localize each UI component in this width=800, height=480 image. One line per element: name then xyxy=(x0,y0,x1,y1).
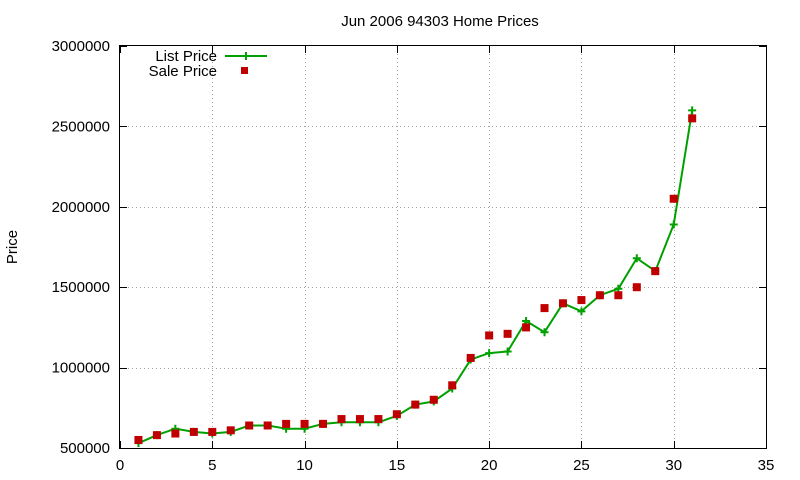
data-point-sale-price xyxy=(300,419,309,428)
y-tick-label: 1500000 xyxy=(52,279,110,296)
data-point-sale-price xyxy=(522,323,531,332)
y-tick-label: 2500000 xyxy=(52,118,110,135)
data-point-sale-price xyxy=(503,329,512,338)
data-point-sale-price xyxy=(614,291,623,300)
data-point-sale-price xyxy=(558,299,567,308)
x-tick-label: 25 xyxy=(573,457,590,474)
x-tick-label: 20 xyxy=(481,457,498,474)
data-point-sale-price xyxy=(319,419,328,428)
y-tick-label: 1000000 xyxy=(52,360,110,377)
data-point-list-price xyxy=(632,254,641,263)
data-point-list-price xyxy=(669,220,678,229)
x-tick-label: 35 xyxy=(758,457,775,474)
legend-label-list-price: List Price xyxy=(155,48,217,65)
data-point-sale-price xyxy=(651,267,660,276)
chart-title: Jun 2006 94303 Home Prices xyxy=(341,13,539,30)
data-point-list-price xyxy=(503,347,512,356)
data-point-sale-price xyxy=(429,395,438,404)
data-point-sale-price xyxy=(245,421,254,430)
data-point-list-price xyxy=(485,349,494,358)
data-point-sale-price xyxy=(152,431,161,440)
y-axis-label: Price xyxy=(4,230,21,264)
data-point-sale-price xyxy=(355,415,364,424)
data-point-sale-price xyxy=(466,353,475,362)
data-point-sale-price xyxy=(392,410,401,419)
x-tick-label: 5 xyxy=(208,457,216,474)
data-point-sale-price xyxy=(171,429,180,438)
x-tick-label: 15 xyxy=(389,457,406,474)
plot-frame xyxy=(119,45,767,449)
data-point-sale-price xyxy=(374,415,383,424)
data-point-sale-price xyxy=(688,114,697,123)
series-list-price xyxy=(134,106,697,448)
y-tick-label: 500000 xyxy=(60,440,110,457)
data-point-list-price xyxy=(540,328,549,337)
data-point-sale-price xyxy=(208,427,217,436)
data-point-sale-price xyxy=(226,426,235,435)
data-point-list-price xyxy=(577,307,586,316)
data-point-sale-price xyxy=(448,381,457,390)
x-tick-label: 10 xyxy=(296,457,313,474)
data-point-sale-price xyxy=(540,304,549,313)
data-point-sale-price xyxy=(595,291,604,300)
data-point-sale-price xyxy=(669,194,678,203)
y-tick-label: 3000000 xyxy=(52,38,110,55)
legend: List Price Sale Price xyxy=(149,48,267,80)
data-point-sale-price xyxy=(337,415,346,424)
axis-ticks: 0 5 10 15 20 25 30 35 500000 1000000 1500000 200000… xyxy=(52,38,775,474)
data-point-sale-price xyxy=(189,427,198,436)
series-line-list-price xyxy=(138,110,694,445)
x-tick-label: 30 xyxy=(665,457,682,474)
data-point-sale-price xyxy=(134,435,143,444)
legend-marker-sale-price xyxy=(241,67,248,74)
y-tick-label: 2000000 xyxy=(52,199,110,216)
data-point-sale-price xyxy=(577,296,586,305)
legend-label-sale-price: Sale Price xyxy=(149,63,217,80)
data-point-sale-price xyxy=(411,400,420,409)
series-layer xyxy=(134,106,697,448)
legend-marker-list-price xyxy=(242,52,250,60)
data-point-sale-price xyxy=(282,419,291,428)
data-point-sale-price xyxy=(485,331,494,340)
grid xyxy=(120,46,766,448)
data-point-sale-price xyxy=(263,421,272,430)
data-point-list-price xyxy=(688,106,697,115)
data-point-sale-price xyxy=(632,283,641,292)
x-tick-label: 0 xyxy=(116,457,124,474)
series-sale-price xyxy=(134,114,697,444)
